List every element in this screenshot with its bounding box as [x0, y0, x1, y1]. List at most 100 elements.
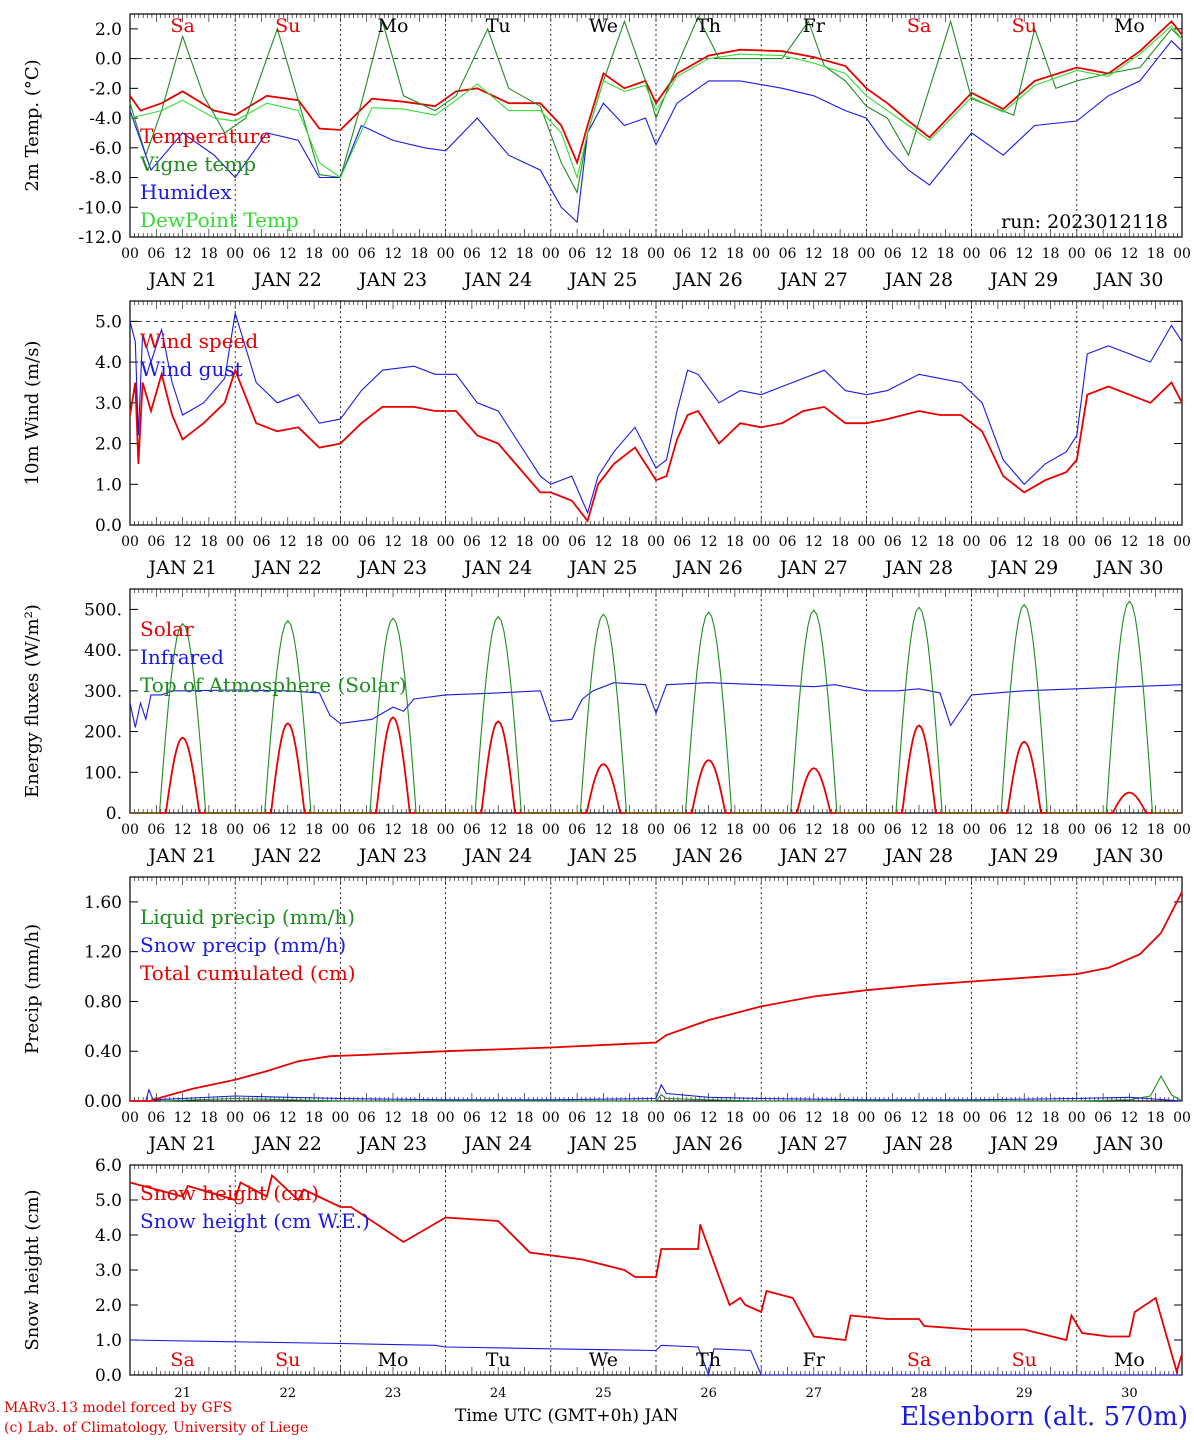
hour-tick-label: 18 [200, 1110, 218, 1126]
y-tick-label: 100. [84, 763, 122, 783]
y-tick-label: 2.0 [95, 435, 122, 455]
hour-tick-label: 00 [1173, 246, 1191, 262]
hour-tick-label: 12 [910, 1110, 928, 1126]
day-number-label: 30 [1121, 1386, 1138, 1401]
weekday-label: Tu [486, 1349, 511, 1371]
hour-tick-label: 00 [857, 246, 875, 262]
weekday-label: Su [275, 1349, 300, 1371]
day-number-label: 27 [806, 1386, 823, 1401]
hour-tick-label: 06 [358, 246, 376, 262]
series-liquid-precip-mm-h- [130, 1074, 1183, 1102]
hour-tick-label: 18 [516, 822, 534, 838]
hour-tick-label: 12 [1015, 534, 1033, 550]
day-label: JAN 24 [462, 557, 532, 579]
hour-tick-label: 18 [410, 534, 428, 550]
hour-tick-label: 00 [647, 246, 665, 262]
hour-tick-label: 00 [752, 246, 770, 262]
hour-tick-label: 12 [1120, 1110, 1138, 1126]
day-label: JAN 28 [883, 1133, 953, 1155]
hour-tick-label: 00 [1068, 246, 1086, 262]
station-name: Elsenborn (alt. 570m) [900, 1402, 1188, 1432]
day-label: JAN 29 [988, 845, 1058, 867]
day-label: JAN 21 [147, 269, 217, 291]
day-label: JAN 24 [462, 269, 532, 291]
hour-tick-label: 12 [700, 246, 718, 262]
hour-tick-label: 18 [410, 246, 428, 262]
hour-tick-label: 18 [1147, 246, 1165, 262]
day-label: JAN 26 [673, 845, 743, 867]
hour-tick-label: 00 [647, 822, 665, 838]
series-wind-gust [129, 313, 1183, 515]
y-tick-label: 6.0 [95, 1156, 122, 1176]
y-axis-label: Precip (mm/h) [22, 924, 43, 1054]
hour-tick-label: 06 [673, 534, 691, 550]
series-snow-height-cm- [129, 1173, 1183, 1375]
hour-tick-label: 06 [1094, 534, 1112, 550]
hour-tick-label: 00 [1068, 1110, 1086, 1126]
hour-tick-label: 18 [936, 534, 954, 550]
y-tick-label: 1.0 [95, 475, 122, 495]
hour-tick-label: 18 [936, 246, 954, 262]
day-label: JAN 27 [778, 1133, 848, 1155]
hour-tick-label: 06 [989, 534, 1007, 550]
day-label: JAN 24 [462, 1133, 532, 1155]
hour-tick-label: 06 [989, 1110, 1007, 1126]
hour-tick-label: 06 [989, 246, 1007, 262]
hour-tick-label: 18 [621, 534, 639, 550]
hour-tick-label: 06 [779, 822, 797, 838]
hour-tick-label: 06 [884, 246, 902, 262]
hour-tick-label: 12 [594, 534, 612, 550]
hour-tick-label: 06 [568, 534, 586, 550]
y-tick-label: 2.0 [95, 20, 122, 40]
hour-tick-label: 12 [489, 534, 507, 550]
series-temperature [129, 20, 1183, 166]
hour-tick-label: 00 [226, 246, 244, 262]
hour-tick-label: 06 [463, 246, 481, 262]
hour-tick-label: 12 [1015, 246, 1033, 262]
hour-tick-label: 06 [568, 822, 586, 838]
legend-entry: Snow height (cm) [140, 1181, 319, 1205]
day-number-label: 28 [911, 1386, 928, 1401]
y-tick-label: -8.0 [89, 169, 122, 189]
panel-1: 2.0 0.0 -2.0 -4.0 -6.0 -8.0 -10.0 -12.0 2m Temp.… [22, 13, 1191, 291]
series-snow-precip-mm-h- [130, 1083, 1183, 1102]
weekday-label: Su [275, 15, 300, 37]
day-label: JAN 25 [567, 845, 637, 867]
legend-entry: Humidex [140, 180, 232, 204]
hour-tick-label: 06 [779, 246, 797, 262]
hour-tick-label: 06 [147, 822, 165, 838]
hour-tick-label: 00 [437, 822, 455, 838]
day-label: JAN 24 [462, 845, 532, 867]
hour-tick-label: 06 [253, 822, 271, 838]
hour-tick-label: 12 [279, 1110, 297, 1126]
hour-tick-label: 18 [831, 1110, 849, 1126]
day-label: JAN 26 [673, 269, 743, 291]
hour-tick-label: 18 [831, 534, 849, 550]
hour-tick-label: 00 [121, 246, 139, 262]
y-tick-label: 3.0 [95, 1261, 122, 1281]
hour-tick-label: 00 [857, 534, 875, 550]
panel-5: 6.0 5.0 4.0 3.0 2.0 1.0 0.0 Snow height (cm) Sno… [22, 1156, 1183, 1401]
weekday-label: Sa [170, 1349, 194, 1371]
hour-tick-label: 18 [1042, 822, 1060, 838]
hour-tick-label: 18 [200, 822, 218, 838]
hour-tick-label: 12 [910, 822, 928, 838]
run-label: run: 2023012118 [1001, 211, 1168, 233]
hour-tick-label: 00 [963, 822, 981, 838]
hour-tick-label: 12 [174, 1110, 192, 1126]
hour-tick-label: 06 [147, 534, 165, 550]
day-label: JAN 28 [883, 557, 953, 579]
hour-tick-label: 18 [936, 822, 954, 838]
hour-tick-label: 00 [752, 534, 770, 550]
hour-tick-label: 18 [1042, 534, 1060, 550]
day-label: JAN 22 [252, 557, 322, 579]
day-label: JAN 27 [778, 557, 848, 579]
hour-tick-label: 18 [1147, 534, 1165, 550]
day-label: JAN 22 [252, 845, 322, 867]
hour-tick-label: 00 [647, 534, 665, 550]
hour-tick-label: 18 [726, 534, 744, 550]
hour-tick-label: 06 [673, 822, 691, 838]
hour-tick-label: 00 [121, 1110, 139, 1126]
model-credit: MARv3.13 model forced by GFS [4, 1400, 233, 1416]
y-tick-label: 4.0 [95, 353, 122, 373]
